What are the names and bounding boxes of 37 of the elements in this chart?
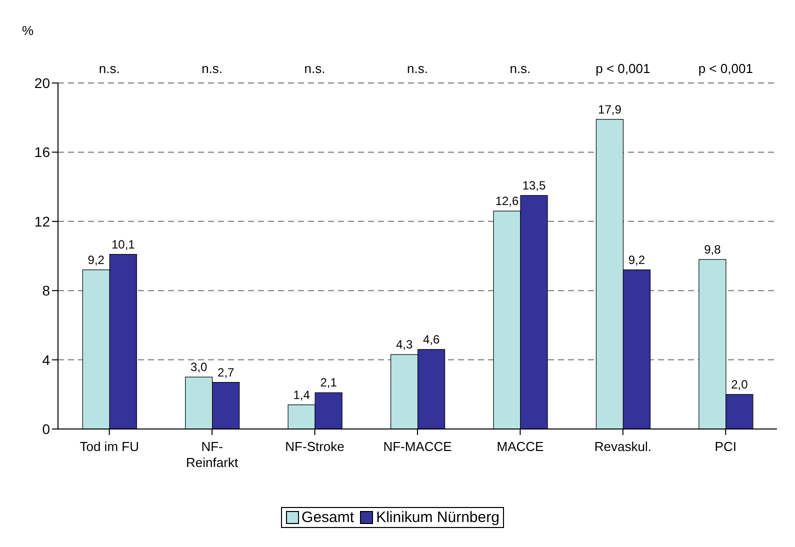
y-tick-label: 20 bbox=[34, 74, 50, 91]
legend-label: Gesamt bbox=[302, 509, 354, 526]
data-label: 10,1 bbox=[111, 237, 136, 252]
text: n.s. bbox=[407, 61, 428, 76]
text: p < 0,001 bbox=[596, 61, 650, 76]
y-tick-label: 0 bbox=[42, 420, 50, 437]
data-label: 2,7 bbox=[218, 365, 235, 380]
x-tick-label: Revaskul. bbox=[594, 439, 652, 454]
data-label: 12,6 bbox=[495, 194, 520, 208]
y-tick-label: 16 bbox=[34, 144, 50, 160]
y-tick-label: 12 bbox=[34, 213, 50, 230]
data-label: 9,2 bbox=[88, 252, 105, 267]
x-tick-label: NF-MACCE bbox=[383, 439, 452, 454]
data-label: 13,5 bbox=[522, 178, 546, 192]
data-label: 3,0 bbox=[190, 360, 208, 374]
data-label: 4,3 bbox=[396, 338, 413, 352]
y-tick-label: 8 bbox=[42, 282, 50, 299]
data-label: 9,2 bbox=[628, 252, 646, 267]
data-label: 1,4 bbox=[293, 388, 310, 402]
y-tick-label: 4 bbox=[42, 352, 50, 368]
x-tick-label: NF-Stroke bbox=[285, 439, 344, 454]
y-axis-title: % bbox=[22, 23, 34, 38]
text: n.s. bbox=[304, 61, 326, 76]
text: n.s. bbox=[510, 61, 531, 76]
text: n.s. bbox=[98, 61, 120, 76]
legend-label: Klinikum Nürnberg bbox=[376, 509, 500, 526]
data-label: 2,0 bbox=[731, 377, 748, 392]
data-label: 9,8 bbox=[704, 242, 722, 256]
x-tick-label: NF- Reinfarkt bbox=[186, 439, 238, 470]
x-tick-label: PCI bbox=[714, 439, 736, 454]
x-tick-label: Tod im FU bbox=[80, 439, 139, 454]
text: n.s. bbox=[202, 61, 223, 76]
x-tick-label: MACCE bbox=[496, 439, 544, 454]
text: p < 0,001 bbox=[698, 61, 753, 76]
data-label: 4,6 bbox=[422, 332, 440, 346]
data-label: 2,1 bbox=[320, 376, 338, 390]
data-label: 17,9 bbox=[598, 102, 622, 116]
